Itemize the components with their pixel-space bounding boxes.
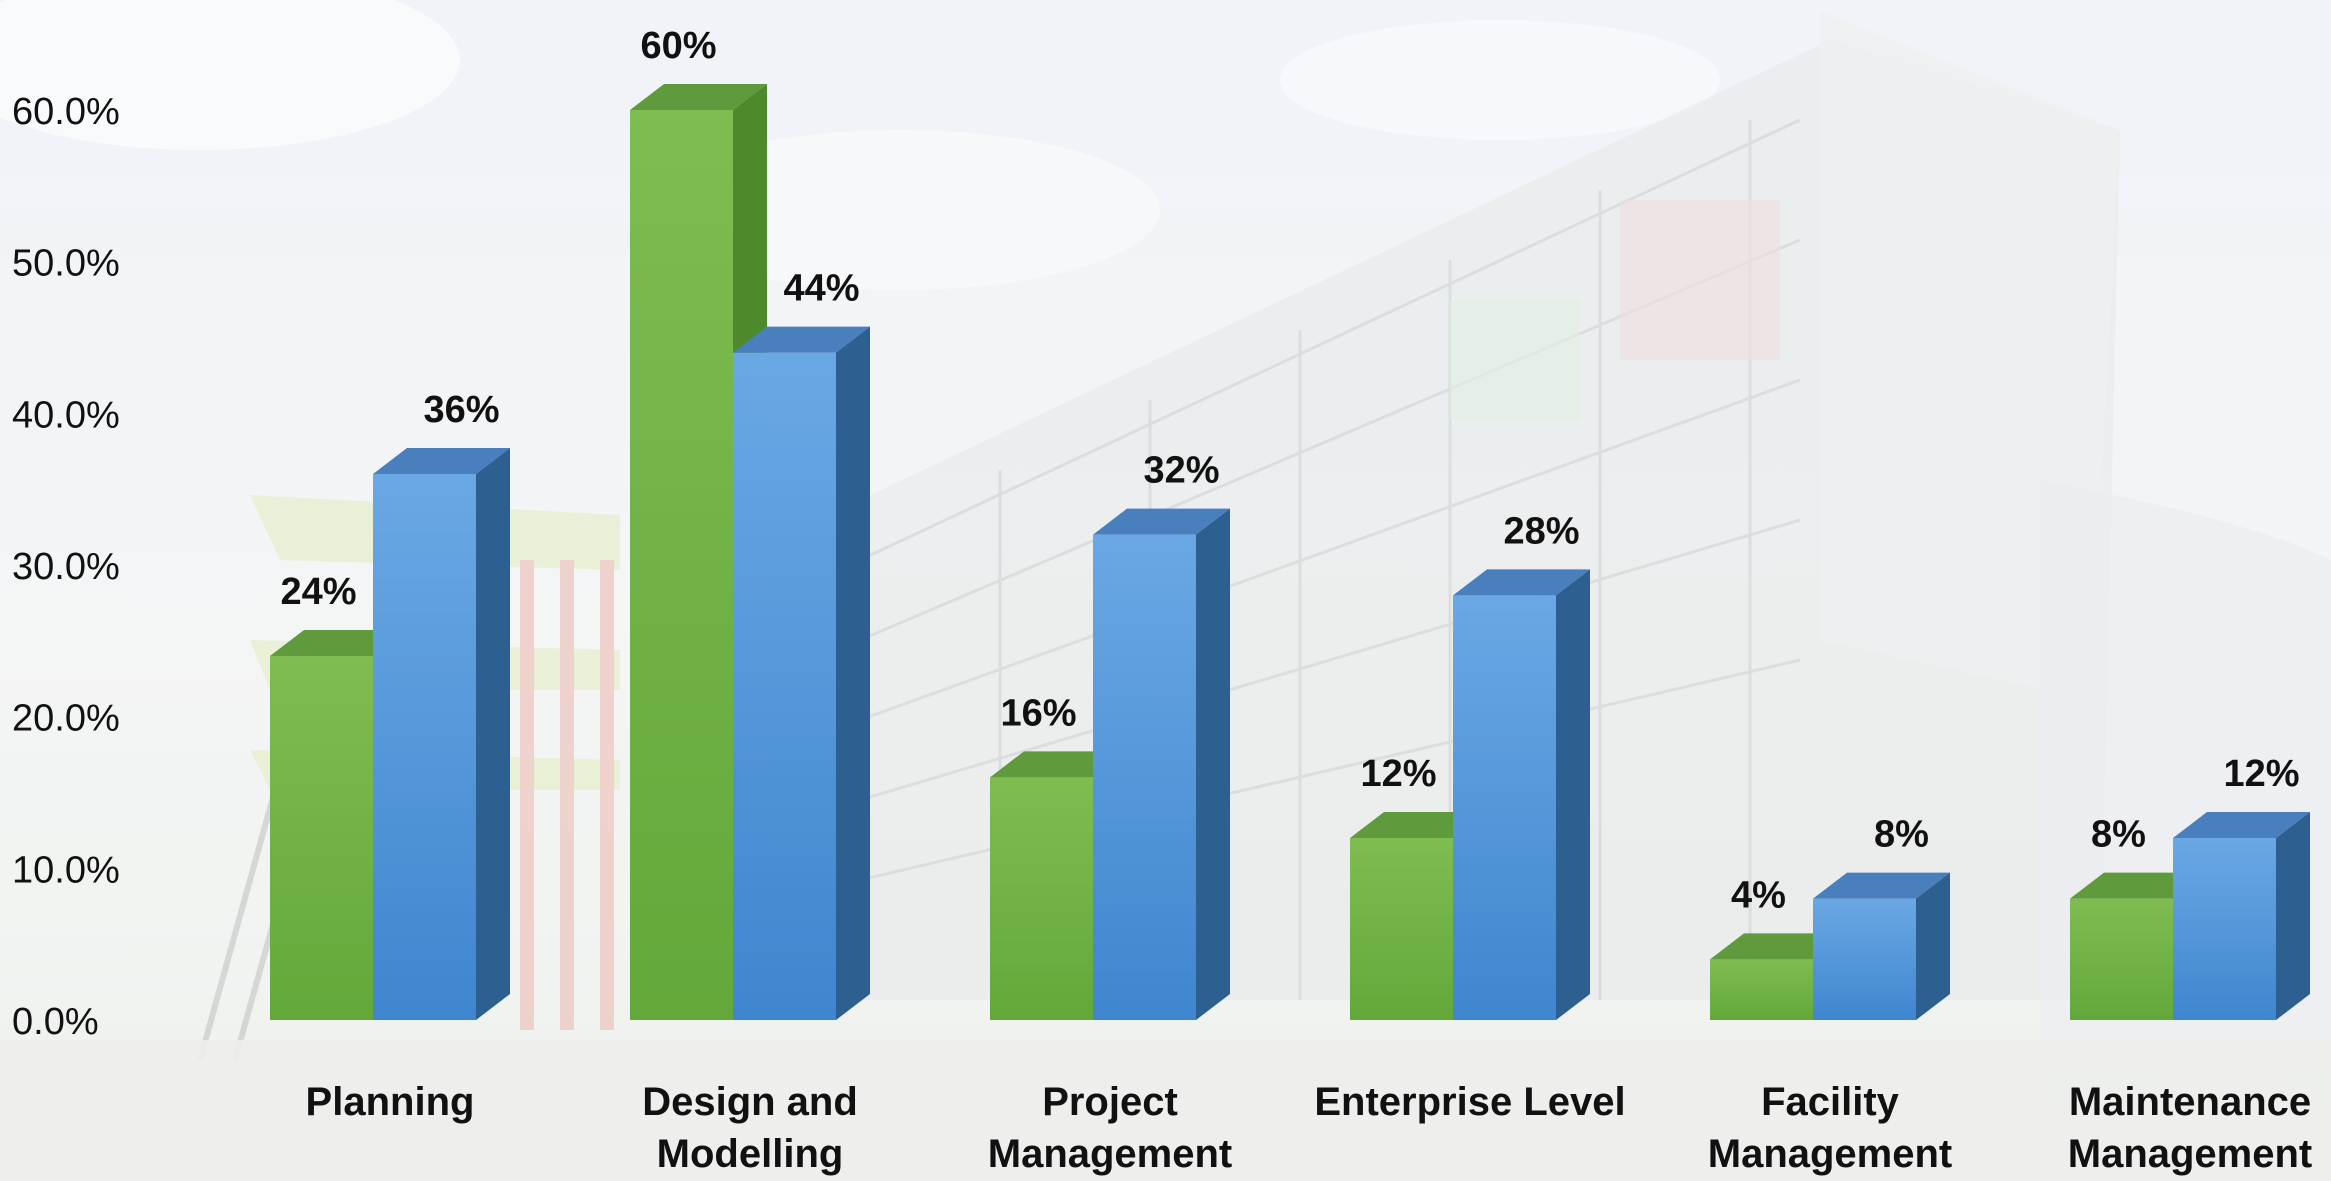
- bar: [1453, 569, 1590, 1020]
- y-tick-label: 30.0%: [12, 546, 120, 588]
- x-tick-label: Maintenance: [2069, 1080, 2311, 1124]
- x-tick-label: Facility: [1761, 1080, 1900, 1124]
- x-tick-label: Enterprise Level: [1314, 1080, 1625, 1124]
- x-tick-label: Project: [1042, 1080, 1178, 1124]
- y-axis: 0.0% 10.0% 20.0% 30.0% 40.0% 50.0% 60.0%: [12, 91, 120, 1043]
- data-label: 24%: [280, 571, 356, 613]
- data-label: 32%: [1143, 450, 1219, 492]
- x-tick-label: Design and: [642, 1080, 858, 1124]
- y-tick-label: 20.0%: [12, 698, 120, 740]
- bar: [373, 448, 510, 1020]
- y-tick-label: 50.0%: [12, 243, 120, 285]
- data-label: 8%: [2091, 814, 2146, 856]
- y-tick-label: 60.0%: [12, 91, 120, 133]
- y-tick-label: 0.0%: [12, 1001, 99, 1043]
- x-tick-label: Management: [988, 1132, 1233, 1176]
- bars: [270, 84, 2310, 1021]
- data-label: 60%: [640, 25, 716, 67]
- x-tick-label: Modelling: [657, 1132, 844, 1176]
- bar: [1813, 872, 1950, 1020]
- bar: [2173, 812, 2310, 1020]
- y-tick-label: 10.0%: [12, 849, 120, 891]
- data-label: 12%: [1360, 753, 1436, 795]
- data-labels: 24% 36% 60% 44% 16% 32% 12% 28% 4% 8% 8% 12%: [280, 25, 2299, 916]
- bar: [1093, 508, 1230, 1020]
- data-label: 36%: [423, 389, 499, 431]
- data-label: 28%: [1503, 510, 1579, 552]
- x-tick-label: Planning: [306, 1080, 475, 1124]
- x-tick-label: Management: [1708, 1132, 1953, 1176]
- y-tick-label: 40.0%: [12, 394, 120, 436]
- x-tick-label: Management: [2068, 1132, 2313, 1176]
- x-axis: Planning Design and Modelling Project Manage…: [306, 1080, 2313, 1176]
- data-label: 44%: [783, 268, 859, 310]
- data-label: 12%: [2223, 753, 2299, 795]
- data-label: 16%: [1000, 692, 1076, 734]
- bar: [733, 326, 870, 1021]
- data-label: 4%: [1731, 874, 1786, 916]
- data-label: 8%: [1874, 814, 1929, 856]
